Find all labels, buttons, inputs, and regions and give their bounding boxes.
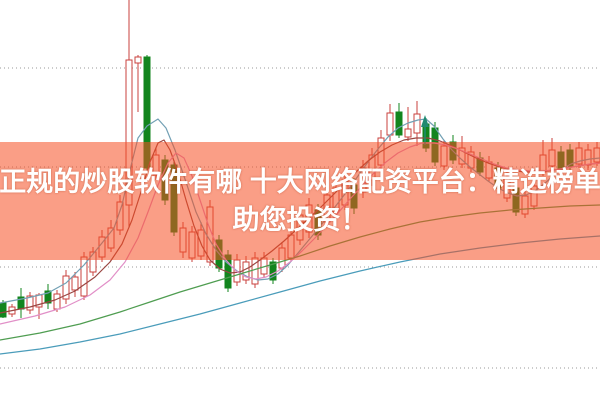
up-arrow-marker-head xyxy=(421,115,429,127)
candle-body xyxy=(134,56,142,64)
candle-body xyxy=(44,290,52,304)
candle-body xyxy=(71,276,79,291)
candle-body xyxy=(386,112,394,136)
candle-body xyxy=(269,261,277,281)
promo-banner-title: 正规的炒股软件有哪 十大网络配资平台：精选榜单 xyxy=(0,167,600,197)
candle-body xyxy=(53,293,61,310)
candle-body xyxy=(0,302,7,318)
candle-body xyxy=(404,128,412,138)
candle-body xyxy=(62,275,70,300)
promo-banner-subtitle: 助您投资！ xyxy=(232,205,368,235)
promo-banner[interactable]: 正规的炒股软件有哪 十大网络配资平台：精选榜单 助您投资！ xyxy=(0,142,600,260)
candle-body xyxy=(395,111,403,136)
candle-body xyxy=(26,295,34,311)
candle-body xyxy=(413,113,421,134)
